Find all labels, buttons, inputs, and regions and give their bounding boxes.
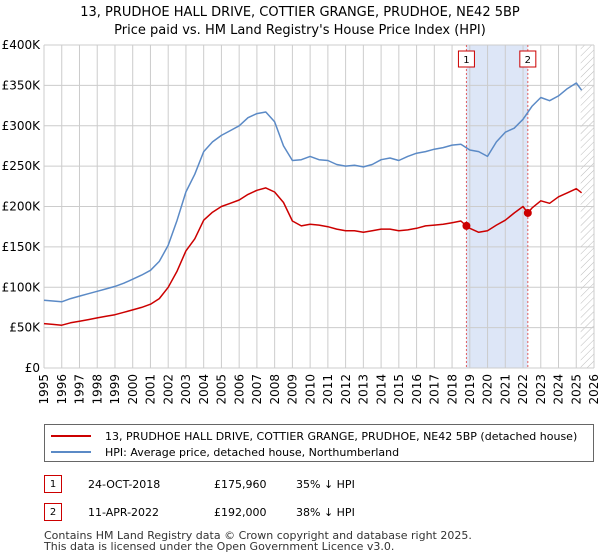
transaction-label-box [519,50,537,68]
chart-subtitle: Price paid vs. HM Land Registry's House … [114,23,486,38]
x-tick-label: 2020 [481,374,495,405]
transaction-hpi-diff: 38% ↓ HPI [296,506,355,519]
footer-attribution: Contains HM Land Registry data © Crown c… [44,530,472,552]
legend-item-property: 13, PRUDHOE HALL DRIVE, COTTIER GRANGE, … [51,428,577,444]
legend-label-property: 13, PRUDHOE HALL DRIVE, COTTIER GRANGE, … [105,429,578,443]
legend-item-hpi: HPI: Average price, detached house, Nort… [51,444,399,460]
y-tick-label: £250K [2,159,42,173]
axis-layer: £0 £50K £100K £150K £200K £250K £300K £350K £400… [2,38,600,405]
transaction-price: £175,960 [214,478,267,491]
x-tick-label: 2008 [268,374,282,405]
property-price-line [43,187,583,326]
y-tick-label: £50K [9,321,41,335]
x-tick-label: 2007 [250,374,264,405]
y-tick-label: £100K [2,280,42,294]
x-tick-label: 2026 [587,374,600,405]
x-tick-label: 2018 [445,374,459,405]
transaction-marker [462,221,471,230]
legend-line-property [51,435,91,437]
y-tick-label: £0 [25,361,40,375]
x-tick-label: 2006 [232,374,246,405]
transaction-hpi-diff: 35% ↓ HPI [296,478,355,491]
transaction-date: 11-APR-2022 [88,506,160,519]
x-tick-label: 2023 [534,374,548,405]
legend-label-hpi: HPI: Average price, detached house, Nort… [105,445,400,459]
x-tick-label: 1995 [37,374,51,405]
legend: 13, PRUDHOE HALL DRIVE, COTTIER GRANGE, … [44,424,594,462]
x-tick-label: 2022 [516,374,530,405]
x-tick-label: 2021 [498,374,512,405]
x-tick-label: 2019 [463,374,477,405]
x-tick-label: 2012 [339,374,353,405]
transaction-price: £192,000 [214,506,267,519]
y-tick-label: £300K [2,119,42,133]
x-tick-label: 2003 [179,374,193,405]
transaction-label: 2 [525,55,531,66]
transaction-label-box [457,50,475,68]
footer-line: This data is licensed under the Open Gov… [44,540,395,553]
x-tick-label: 2009 [286,374,300,405]
x-tick-label: 2016 [410,374,424,405]
series-layer [43,82,583,326]
grid-layer [43,44,595,369]
transaction-label: 1 [463,55,469,66]
footer-line: Contains HM Land Registry data © Crown c… [44,529,472,542]
y-tick-label: £350K [2,78,42,92]
x-tick-label: 2004 [197,374,211,405]
x-tick-label: 1999 [108,374,122,405]
y-tick-label: £200K [2,200,42,214]
x-tick-label: 2005 [215,374,229,405]
chart-title: 13, PRUDHOE HALL DRIVE, COTTIER GRANGE, … [80,5,520,20]
x-tick-label: 2000 [126,374,140,405]
x-tick-label: 2024 [552,374,566,405]
y-tick-label: £150K [2,240,42,254]
transaction-marker [523,208,532,217]
transaction-date: 24-OCT-2018 [88,478,161,491]
x-tick-label: 2011 [321,374,335,405]
legend-line-hpi [51,451,91,453]
x-tick-label: 1997 [73,374,87,405]
x-tick-label: 2025 [569,374,583,405]
x-tick-label: 2010 [303,374,317,405]
x-tick-label: 1998 [90,374,104,405]
x-tick-label: 2002 [161,374,175,405]
x-tick-label: 2014 [374,374,388,405]
x-tick-label: 2017 [428,374,442,405]
y-tick-label: £400K [2,38,42,52]
transaction-badge: 2 [44,503,62,521]
x-tick-label: 1996 [55,374,69,405]
hpi-line [43,82,583,303]
transaction-badge: 1 [44,475,62,493]
x-tick-label: 2015 [392,374,406,405]
x-tick-label: 2001 [144,374,158,405]
x-tick-label: 2013 [357,374,371,405]
chart-title-block: 13, PRUDHOE HALL DRIVE, COTTIER GRANGE, … [0,4,600,40]
